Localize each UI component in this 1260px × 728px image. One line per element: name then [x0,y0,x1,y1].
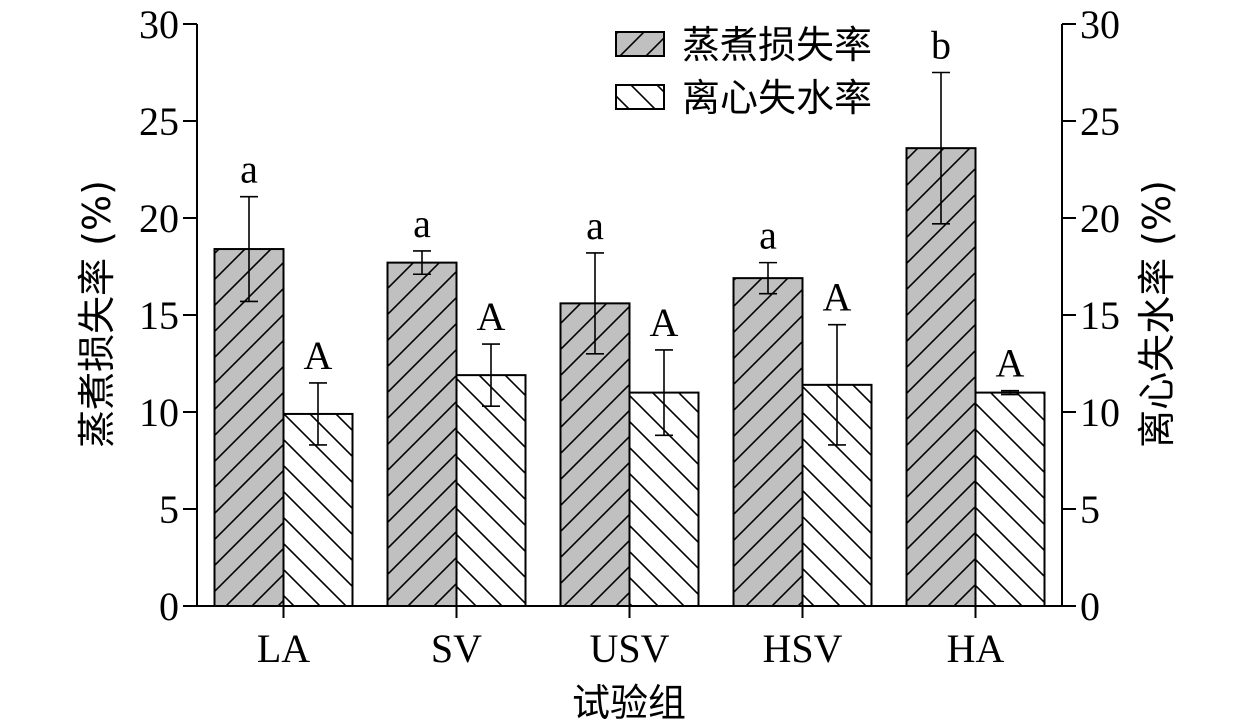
bar-centrifugal-loss [974,391,1046,607]
y-tick-label-right: 15 [1080,293,1120,338]
significance-label: a [240,147,258,192]
y-tick-label-left: 0 [159,584,179,629]
bar-cooking-loss [386,261,458,607]
significance-label: a [586,203,604,248]
y-tick-label-left: 5 [159,487,179,532]
x-tick-label: SV [431,626,482,671]
y-tick-label-right: 10 [1080,390,1120,435]
plot-area: 0 0 5 5 10 10 15 15 20 20 25 25 30 30 LA a A SV a A USV a A HSV… [139,2,1120,671]
y-tick-label-right: 20 [1080,196,1120,241]
y-axis-title-right: 离心失水率 (%) [1135,180,1179,448]
significance-label: a [413,201,431,246]
significance-label: b [931,23,951,68]
y-tick-label-left: 25 [139,99,179,144]
significance-label: A [304,333,333,378]
bar-cooking-loss [213,248,285,607]
significance-label: A [650,300,679,345]
y-tick-label-right: 30 [1080,2,1120,47]
y-tick-label-right: 5 [1080,487,1100,532]
legend-swatch-centrifugal-loss [615,84,665,110]
bar-centrifugal-loss [455,374,527,608]
legend-label-centrifugal-loss: 离心失水率 [682,76,872,120]
significance-label: A [823,275,852,320]
x-tick-label: HA [947,626,1005,671]
y-tick-label-left: 30 [139,2,179,47]
significance-label: a [759,213,777,258]
x-tick-label: USV [589,626,669,671]
bar-cooking-loss [732,277,804,607]
legend-swatch-cooking-loss [615,31,665,57]
significance-label: A [477,294,506,339]
bar-centrifugal-loss [282,412,354,607]
y-axis-title-left: 蒸煮损失率 (%) [75,180,119,448]
legend-label-cooking-loss: 蒸煮损失率 [682,23,872,67]
y-tick-label-left: 15 [139,293,179,338]
x-axis-title: 试验组 [572,681,686,725]
y-tick-label-left: 20 [139,196,179,241]
legend: 蒸煮损失率 离心失水率 [615,23,872,120]
y-tick-label-right: 25 [1080,99,1120,144]
x-tick-label: HSV [762,626,842,671]
y-tick-label-right: 0 [1080,584,1100,629]
y-tick-label-left: 10 [139,390,179,435]
x-tick-label: LA [257,626,310,671]
significance-label: A [996,341,1025,386]
